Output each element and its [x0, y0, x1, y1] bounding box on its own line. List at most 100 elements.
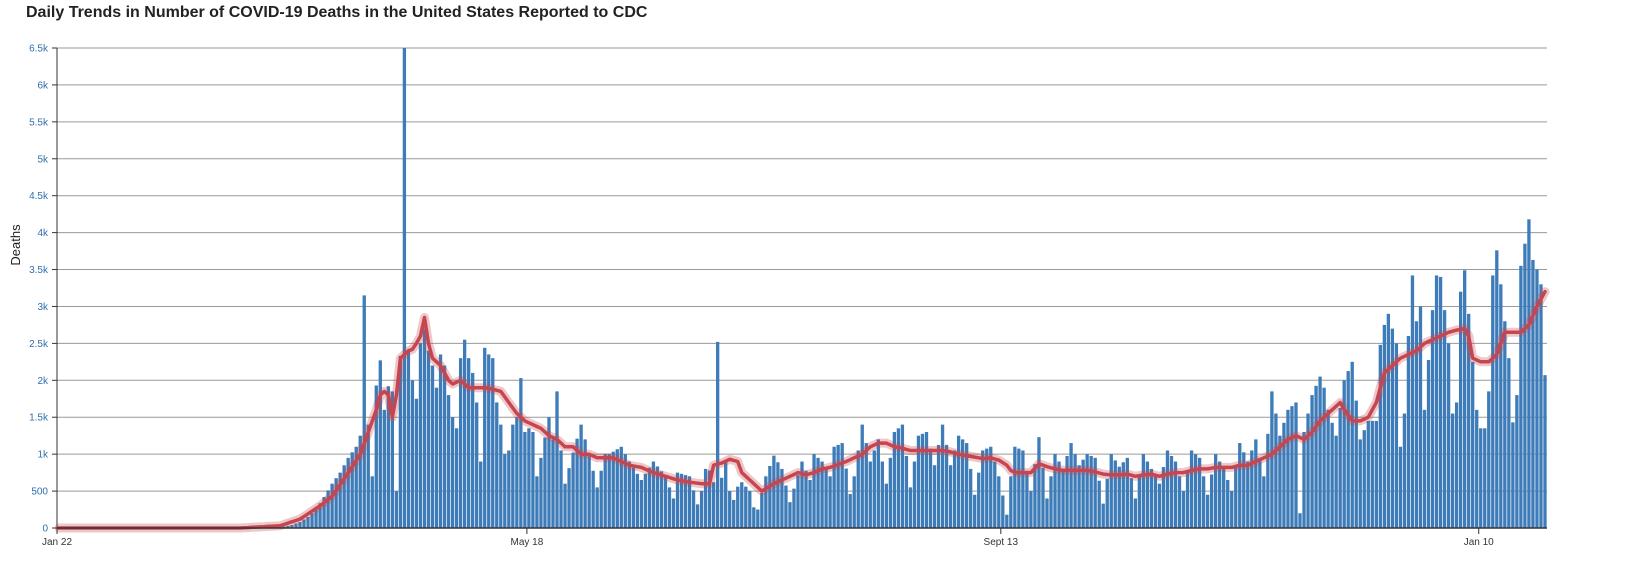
- bar: [334, 478, 338, 528]
- bar: [1246, 461, 1250, 528]
- bar: [703, 468, 708, 528]
- bar: [410, 380, 415, 528]
- bar: [503, 454, 507, 528]
- bar: [736, 486, 740, 528]
- bar: [985, 448, 989, 528]
- bar: [1306, 413, 1310, 528]
- bar: [527, 428, 531, 528]
- bar: [1362, 430, 1366, 528]
- bar: [575, 438, 579, 528]
- bar: [378, 360, 382, 528]
- bar: [1426, 360, 1431, 528]
- y-tick-label: 2k: [37, 376, 49, 387]
- bar: [1218, 461, 1222, 528]
- bar: [856, 450, 860, 528]
- bar: [1318, 376, 1322, 528]
- bar: [571, 452, 575, 528]
- bar: [864, 443, 868, 528]
- bar: [338, 472, 342, 528]
- bar: [346, 457, 350, 528]
- bar: [1543, 375, 1547, 528]
- bar: [1266, 433, 1270, 528]
- bar: [1531, 259, 1535, 528]
- bar: [1137, 476, 1142, 528]
- bar: [948, 465, 953, 528]
- bar: [402, 48, 407, 528]
- bar: [804, 470, 808, 528]
- bar: [740, 482, 744, 528]
- bar: [322, 496, 326, 528]
- bar: [1169, 456, 1174, 528]
- bar: [1483, 428, 1487, 528]
- bar: [1230, 491, 1234, 528]
- bar: [1125, 457, 1129, 528]
- bar: [1049, 476, 1053, 528]
- bar: [442, 365, 447, 528]
- bar: [471, 372, 475, 528]
- bar: [358, 435, 362, 528]
- bar: [1129, 478, 1133, 528]
- bar: [832, 446, 836, 528]
- bar: [1105, 478, 1109, 528]
- bar: [1057, 461, 1061, 528]
- x-tick-label: Jan 22: [42, 537, 72, 548]
- bar: [394, 491, 399, 528]
- bar: [1414, 321, 1419, 528]
- bar: [908, 487, 913, 528]
- bar: [1515, 395, 1519, 528]
- bar: [418, 343, 423, 528]
- bar: [1145, 461, 1150, 528]
- bar: [920, 433, 925, 528]
- bar: [1454, 402, 1459, 528]
- bar: [772, 455, 776, 528]
- bar: [643, 473, 648, 528]
- bar: [816, 457, 820, 528]
- bar: [318, 503, 322, 528]
- y-tick-label: 6.5k: [29, 44, 49, 55]
- bar: [1370, 420, 1374, 528]
- bar: [479, 461, 483, 528]
- bar: [458, 358, 463, 528]
- bar: [675, 472, 680, 528]
- bar: [1406, 336, 1411, 528]
- bar: [916, 435, 921, 528]
- bar: [547, 417, 551, 528]
- bar: [880, 461, 884, 528]
- bar: [1093, 457, 1097, 528]
- chart-title: Daily Trends in Number of COVID-19 Death…: [26, 4, 648, 21]
- bar: [952, 450, 957, 528]
- bar: [1491, 275, 1495, 528]
- bar: [760, 492, 764, 528]
- bar: [414, 398, 419, 528]
- bar: [960, 439, 965, 528]
- bar: [495, 402, 499, 528]
- bar: [756, 509, 760, 528]
- bar: [1410, 275, 1415, 528]
- y-tick-label: 5.5k: [29, 117, 49, 128]
- bar: [302, 519, 306, 528]
- bar: [438, 354, 443, 528]
- bar: [635, 473, 639, 528]
- trend-line-group: [54, 287, 1550, 533]
- y-tick-label: 2.5k: [29, 339, 49, 350]
- bar: [1029, 491, 1033, 528]
- y-tick-label: 4.5k: [29, 191, 49, 202]
- bar: [824, 468, 828, 528]
- bar: [1041, 467, 1045, 528]
- bar: [720, 477, 724, 528]
- y-tick-label: 6k: [37, 80, 49, 91]
- bar: [1487, 391, 1491, 528]
- bar: [1310, 395, 1314, 528]
- bar: [1181, 491, 1186, 528]
- bar: [539, 457, 543, 528]
- bar: [1294, 402, 1298, 528]
- bar: [900, 424, 905, 528]
- bar: [1418, 306, 1423, 528]
- bar: [430, 365, 435, 528]
- bar: [475, 402, 479, 528]
- bar: [1430, 310, 1435, 528]
- bar: [1073, 454, 1077, 528]
- bar: [434, 387, 439, 528]
- y-tick-label: 1.5k: [29, 413, 49, 424]
- bar: [1386, 313, 1391, 528]
